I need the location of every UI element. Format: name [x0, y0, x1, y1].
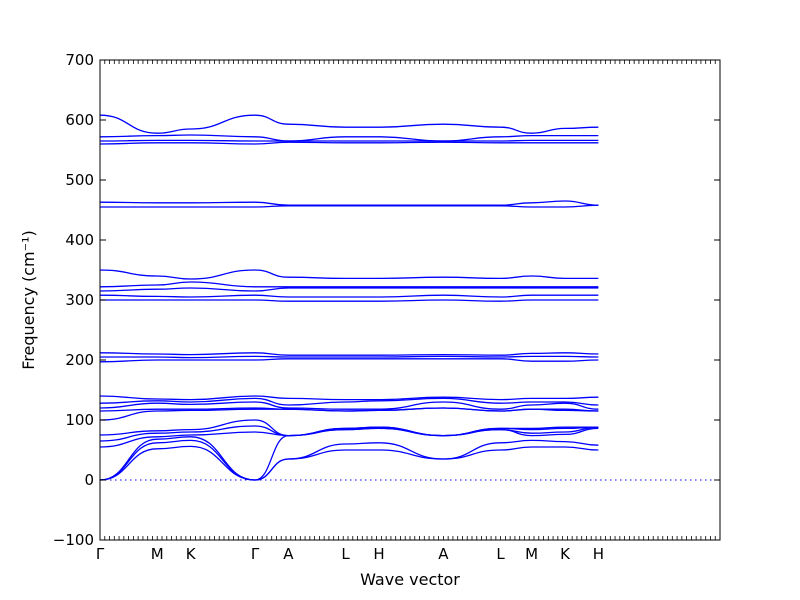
x-tick-label: K	[186, 545, 197, 563]
x-tick-label: Γ	[251, 545, 260, 563]
y-tick-label: 300	[65, 291, 94, 309]
x-tick-label: A	[283, 545, 294, 563]
band-line-15	[99, 299, 599, 302]
y-tick-label: 0	[84, 471, 94, 489]
x-tick-label: A	[438, 545, 449, 563]
y-tick-label: 200	[65, 351, 94, 369]
band-line-25	[99, 114, 599, 134]
band-line-12	[99, 358, 599, 363]
band-line-4	[99, 426, 599, 448]
x-axis-label: Wave vector	[360, 570, 460, 589]
y-tick-label: 400	[65, 231, 94, 249]
band-line-10	[99, 397, 599, 406]
band-line-2	[99, 439, 599, 481]
band-line-6	[99, 419, 599, 437]
band-line-1	[99, 445, 599, 481]
x-tick-label: Γ	[96, 545, 105, 563]
band-line-23	[99, 139, 599, 142]
x-tick-label: M	[151, 545, 164, 563]
band-line-9	[99, 401, 599, 410]
y-tick-label: 600	[65, 111, 94, 129]
band-line-21	[99, 200, 599, 206]
x-tick-label: M	[525, 545, 538, 563]
band-line-11	[99, 395, 599, 401]
band-line-17	[99, 287, 599, 292]
x-tick-label: H	[593, 545, 604, 563]
x-tick-label: L	[496, 545, 505, 563]
y-tick-label: 500	[65, 171, 94, 189]
x-tick-label: K	[560, 545, 571, 563]
y-tick-label: −100	[53, 531, 94, 549]
y-axis-label: Frequency (cm⁻¹)	[19, 230, 38, 369]
x-tick-label: L	[341, 545, 350, 563]
band-line-8	[99, 407, 599, 412]
band-line-18	[99, 281, 599, 288]
band-line-14	[99, 352, 599, 356]
band-line-13	[100, 355, 599, 359]
y-tick-label: 100	[65, 411, 94, 429]
band-line-24	[99, 134, 599, 142]
phonon-bands	[99, 114, 599, 481]
band-line-19	[99, 269, 599, 280]
band-line-22	[99, 141, 599, 145]
y-tick-label: 700	[65, 51, 94, 69]
band-line-16	[99, 294, 599, 298]
x-tick-label: H	[373, 545, 384, 563]
y-axis: −100 0 100 200 300 400 500 600 700	[53, 51, 720, 549]
